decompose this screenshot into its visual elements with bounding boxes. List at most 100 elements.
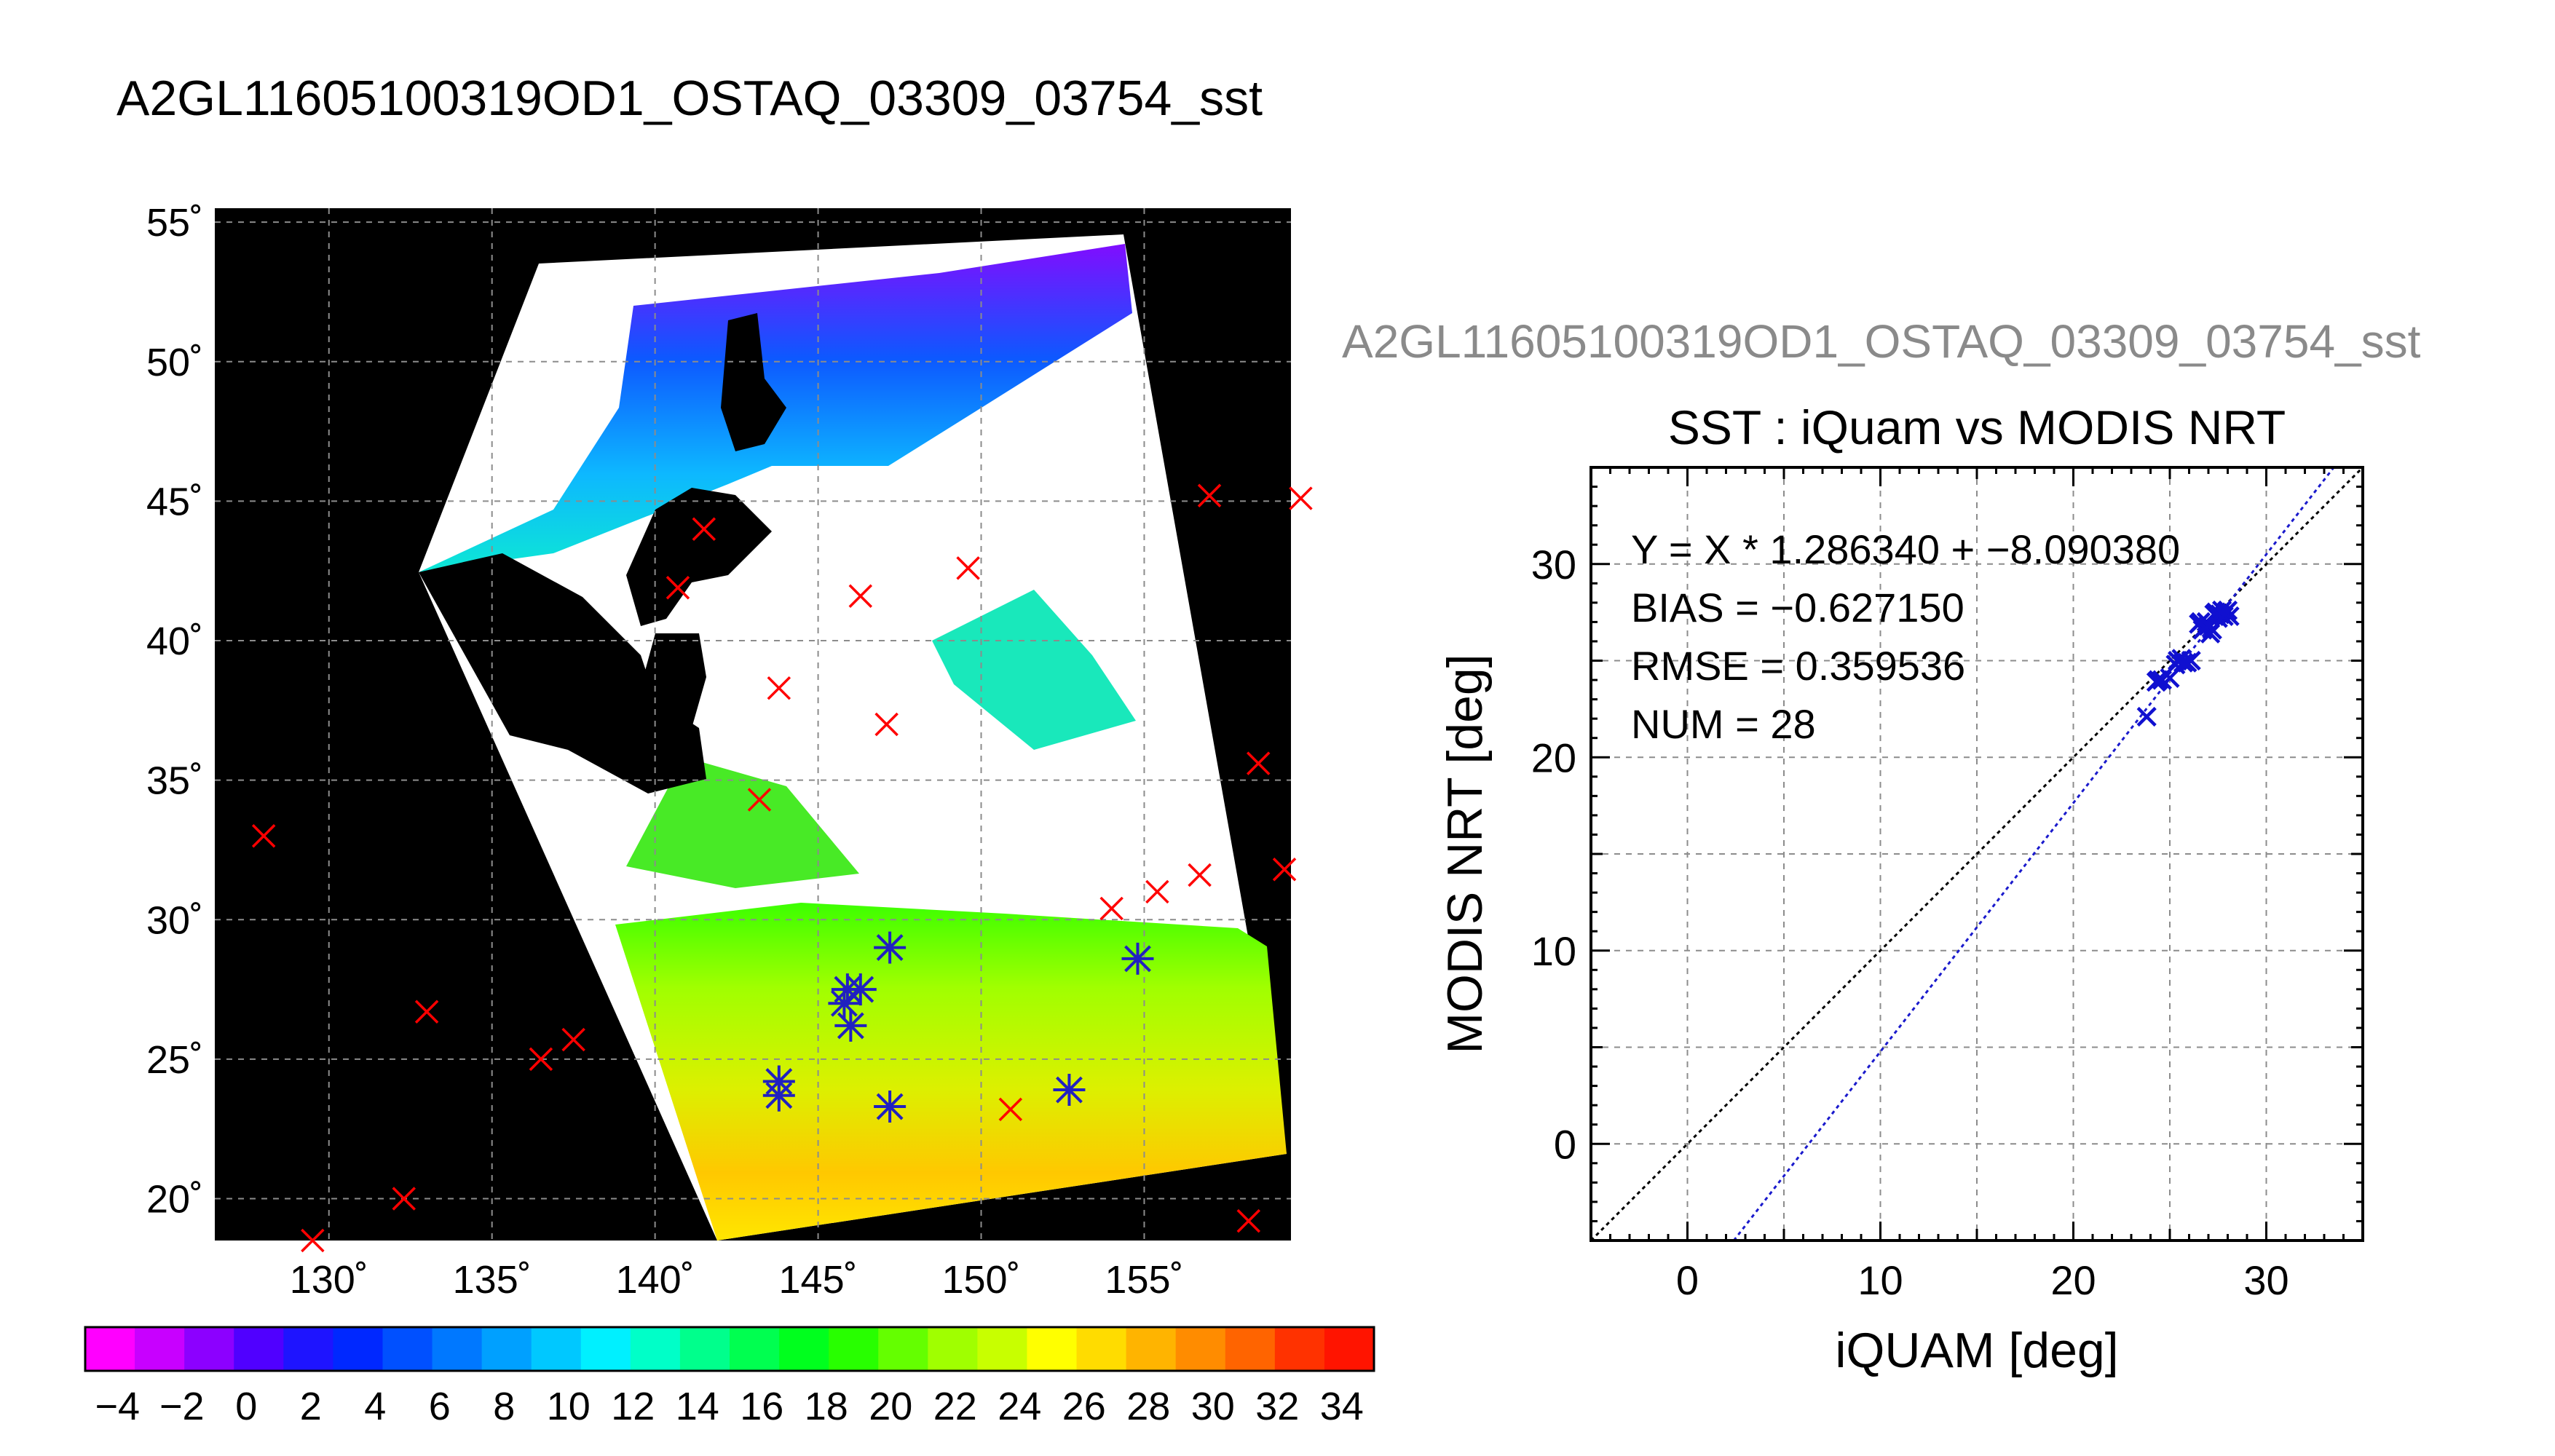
secondary-title: A2GL11605100319OD1_OSTAQ_03309_03754_sst — [1342, 315, 2421, 368]
colorbar-swatch — [829, 1327, 879, 1371]
scatter-lines — [1591, 467, 2363, 1241]
colorbar-tick-label: 16 — [740, 1385, 783, 1428]
sst-kuroshio — [932, 590, 1136, 750]
colorbar-tick-label: 22 — [933, 1385, 977, 1428]
matched-buoy-marker — [828, 987, 861, 1020]
map-lon-tick-label: 140˚ — [616, 1258, 695, 1302]
colorbar-swatch — [630, 1327, 681, 1371]
map-lon-tick-label: 130˚ — [290, 1258, 368, 1302]
buoy-marker — [1145, 879, 1169, 904]
scatter-point — [2173, 652, 2194, 673]
land-tohoku — [633, 633, 706, 750]
colorbar-swatch — [432, 1327, 483, 1371]
scatter-y-tick-label: 10 — [1531, 928, 1576, 974]
land-sakhalin — [721, 313, 786, 451]
colorbar-tick-label: −2 — [159, 1385, 205, 1428]
scatter-ticks: 0 10 20 30 0 10 20 30 — [1531, 466, 2364, 1303]
matched-buoy-marker — [844, 973, 877, 1006]
buoy-marker — [561, 1027, 585, 1052]
map-gridlines — [215, 208, 1291, 1241]
matched-buoy-marker — [874, 1091, 907, 1123]
colorbar: −4 −2 0 2 4 6 8 10 12 14 16 18 20 22 24 26 28 30 32 34 — [84, 1326, 1375, 1428]
land-honshu — [419, 553, 706, 794]
colorbar-swatch — [184, 1327, 234, 1371]
buoy-marker — [1272, 858, 1297, 882]
scatter-y-tick-label: 0 — [1554, 1121, 1576, 1167]
scatter-x-tick-label: 10 — [1857, 1257, 1903, 1303]
scatter-point — [2136, 706, 2157, 727]
colorbar-swatch — [382, 1327, 433, 1371]
colorbar-tick-label: 34 — [1320, 1385, 1364, 1428]
scatter-title: SST : iQuam vs MODIS NRT — [1668, 400, 2286, 454]
colorbar-swatch — [928, 1327, 978, 1371]
colorbar-tick-label: 28 — [1126, 1385, 1170, 1428]
scatter-points — [2136, 600, 2240, 727]
colorbar-swatch — [135, 1327, 185, 1371]
scatter-y-tick-label: 20 — [1531, 735, 1576, 780]
colorbar-tick-label: 6 — [429, 1385, 451, 1428]
colorbar-swatch — [730, 1327, 780, 1371]
scatter-point — [2198, 616, 2219, 636]
colorbar-tick-label: 8 — [493, 1385, 515, 1428]
buoy-marker — [301, 1228, 325, 1253]
figure-title: A2GL11605100319OD1_OSTAQ_03309_03754_sst — [117, 71, 1263, 126]
colorbar-swatch — [878, 1327, 928, 1371]
buoy-marker — [529, 1047, 553, 1072]
colorbar-swatch — [481, 1327, 532, 1371]
colorbar-swatch — [779, 1327, 829, 1371]
colorbar-swatch — [1126, 1327, 1177, 1371]
land-hokkaido — [626, 488, 772, 626]
colorbar-swatch — [580, 1327, 631, 1371]
buoy-marker — [874, 712, 899, 737]
scatter-x-tick-label: 30 — [2243, 1257, 2289, 1303]
colorbar-tick-label: 24 — [998, 1385, 1041, 1428]
buoy-marker — [1099, 896, 1124, 921]
y-axis-label: MODIS NRT [deg] — [1437, 654, 1493, 1053]
colorbar-tick-label: −4 — [95, 1385, 140, 1428]
scatter-point — [2168, 650, 2188, 671]
matched-buoy-marker — [834, 1009, 867, 1042]
colorbar-border — [84, 1326, 1375, 1372]
map-lon-tick-label: 150˚ — [941, 1258, 1020, 1302]
colorbar-tick-label: 32 — [1255, 1385, 1299, 1428]
buoy-marker — [666, 575, 690, 600]
buoy-markers — [251, 483, 1313, 1253]
regression-line — [1732, 467, 2336, 1241]
stats-annotation: Y = X * 1.286340 + −8.090380 — [1631, 526, 2180, 572]
buoy-marker — [1188, 863, 1212, 887]
scatter-point — [2148, 670, 2168, 690]
map-lat-tick-label: 55˚ — [146, 201, 203, 245]
scatter-y-tick-label: 30 — [1531, 542, 1576, 587]
colorbar-tick-label: 30 — [1191, 1385, 1235, 1428]
colorbar-tick-label: 4 — [364, 1385, 386, 1428]
colorbar-tick-label: 10 — [547, 1385, 591, 1428]
colorbar-swatch — [1324, 1327, 1375, 1371]
buoy-marker — [251, 824, 276, 848]
colorbar-tick-label: 12 — [611, 1385, 655, 1428]
map-lat-tick-label: 50˚ — [146, 341, 203, 384]
stats-annotation: NUM = 28 — [1631, 701, 1816, 747]
x-axis-label: iQUAM [deg] — [1835, 1323, 2118, 1378]
map-lon-tick-label: 145˚ — [779, 1258, 858, 1302]
buoy-marker — [767, 676, 791, 700]
colorbar-swatches — [85, 1327, 1375, 1371]
stats-annotations: Y = X * 1.286340 + −8.090380 BIAS = −0.62… — [1631, 526, 2180, 747]
stats-annotation: BIAS = −0.627150 — [1631, 585, 1964, 630]
scatter-x-tick-label: 0 — [1676, 1257, 1699, 1303]
colorbar-tick-label: 0 — [235, 1385, 257, 1428]
buoy-marker — [414, 1000, 439, 1024]
colorbar-swatch — [1175, 1327, 1226, 1371]
map-lat-tick-label: 30˚ — [146, 898, 203, 942]
stats-annotation: RMSE = 0.359536 — [1631, 643, 1965, 689]
colorbar-tick-label: 18 — [805, 1385, 848, 1428]
map-lat-tick-label: 35˚ — [146, 759, 203, 803]
matched-buoy-marker — [874, 931, 907, 964]
matched-buoy-marker — [1121, 942, 1154, 975]
map-lat-tick-label: 20˚ — [146, 1178, 203, 1222]
colorbar-tick-label: 14 — [676, 1385, 719, 1428]
buoy-marker — [747, 788, 772, 812]
map-lon-tick-label: 155˚ — [1105, 1258, 1183, 1302]
sst-map: 130˚ 135˚ 140˚ 145˚ 150˚ 155˚ 20˚ 25˚ 30˚ 35˚ 40˚ 4… — [146, 201, 1313, 1302]
buoy-marker — [692, 517, 716, 541]
scatter-x-tick-label: 20 — [2050, 1257, 2096, 1303]
